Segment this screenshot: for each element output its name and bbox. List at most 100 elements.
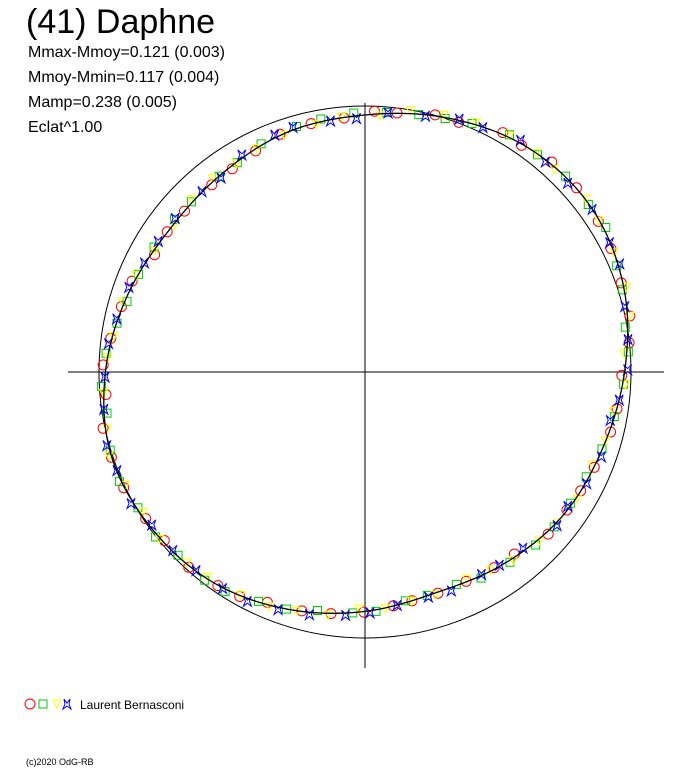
triangle-marker <box>375 111 385 122</box>
triangle-marker <box>311 120 322 130</box>
star-marker <box>391 599 403 612</box>
triangle-marker <box>323 610 333 621</box>
square-marker <box>623 347 633 357</box>
circle-marker <box>179 205 190 217</box>
star-marker <box>446 585 457 598</box>
star-icon <box>61 698 73 711</box>
stat-amplitude-min: Mmoy-Mmin=0.117 (0.004) <box>28 69 220 86</box>
triangle-marker <box>102 424 112 435</box>
square-marker <box>186 197 196 207</box>
triangle-marker <box>462 574 472 585</box>
triangle-marker <box>581 194 591 205</box>
triangle-marker <box>207 173 218 184</box>
star-marker <box>477 121 489 134</box>
triangle-marker <box>531 148 542 159</box>
star-marker <box>169 212 181 225</box>
square-marker <box>173 550 183 560</box>
star-marker <box>111 313 122 326</box>
star-marker <box>619 300 631 313</box>
square-marker <box>105 445 115 455</box>
circle-marker <box>97 422 109 434</box>
circle-marker <box>97 359 109 371</box>
star-marker <box>272 604 284 616</box>
circle-marker <box>305 118 317 130</box>
star-marker <box>196 186 208 198</box>
square-marker <box>97 381 107 391</box>
triangle-marker <box>354 604 364 615</box>
triangle-marker <box>508 555 519 566</box>
circle-icon <box>24 698 36 710</box>
triangle-marker <box>594 216 604 227</box>
circle-marker <box>206 179 218 191</box>
circle-marker <box>615 277 627 289</box>
square-marker <box>583 200 593 209</box>
circle-marker <box>542 528 554 540</box>
star-marker <box>325 115 336 128</box>
stat-amplitude-max: Mmax-Mmoy=0.121 (0.003) <box>28 44 225 61</box>
fit-curve <box>103 112 629 614</box>
star-marker <box>139 257 150 270</box>
triangle-marker <box>620 380 631 390</box>
circle-marker <box>161 226 173 238</box>
triangle-marker <box>279 130 290 141</box>
circle-marker <box>140 513 152 525</box>
triangle-marker <box>186 195 197 205</box>
star-marker <box>146 519 157 532</box>
circle-marker <box>250 145 262 157</box>
polar-lightcurve-plot <box>68 103 664 668</box>
triangle-marker <box>149 245 160 256</box>
stat-flux-exponent: Eclat^1.00 <box>28 119 103 136</box>
square-marker <box>533 150 542 160</box>
circle-marker <box>460 575 472 587</box>
triangle-marker <box>549 165 560 175</box>
circle-marker <box>546 156 558 168</box>
star-marker <box>614 394 625 407</box>
star-marker <box>622 333 634 346</box>
circle-marker <box>212 580 224 592</box>
legend-markers <box>24 698 73 711</box>
circle-marker <box>369 105 380 117</box>
star-marker <box>605 414 616 427</box>
star-marker <box>364 607 376 620</box>
square-marker <box>134 269 144 279</box>
star-marker <box>494 559 505 572</box>
star-marker <box>111 465 123 477</box>
square-marker <box>561 171 571 181</box>
circle-marker <box>624 310 636 322</box>
star-marker <box>236 149 247 162</box>
square-marker <box>316 114 326 124</box>
star-marker <box>123 281 134 294</box>
triangle-marker <box>138 507 148 518</box>
triangle-marker <box>600 436 611 446</box>
triangle-marker <box>430 590 440 601</box>
star-marker <box>215 172 227 185</box>
star-marker <box>420 110 431 123</box>
star-marker <box>103 338 114 350</box>
star-marker <box>604 237 615 249</box>
square-marker <box>597 444 607 454</box>
triangle-marker <box>131 271 142 281</box>
triangle-icon <box>52 699 62 710</box>
legend-observer-name: Laurent Bernasconi <box>80 698 185 712</box>
star-marker <box>98 403 110 416</box>
square-icon <box>38 699 48 709</box>
square-marker <box>620 322 630 332</box>
triangle-marker <box>439 110 449 121</box>
triangle-marker <box>471 118 482 128</box>
circle-marker <box>588 461 600 473</box>
star-marker <box>551 520 563 532</box>
triangle-marker <box>405 106 415 117</box>
star-marker <box>517 542 529 555</box>
square-marker <box>102 408 112 418</box>
star-marker <box>217 583 228 595</box>
star-marker <box>287 121 299 134</box>
star-marker <box>99 371 111 384</box>
star-marker <box>269 129 280 142</box>
star-marker <box>304 609 315 621</box>
stat-amplitude-total: Mamp=0.238 (0.005) <box>28 94 177 111</box>
star-marker <box>476 568 487 581</box>
star-marker <box>153 235 164 248</box>
star-marker <box>382 107 394 120</box>
triangle-marker <box>609 248 619 258</box>
square-marker <box>609 412 619 421</box>
